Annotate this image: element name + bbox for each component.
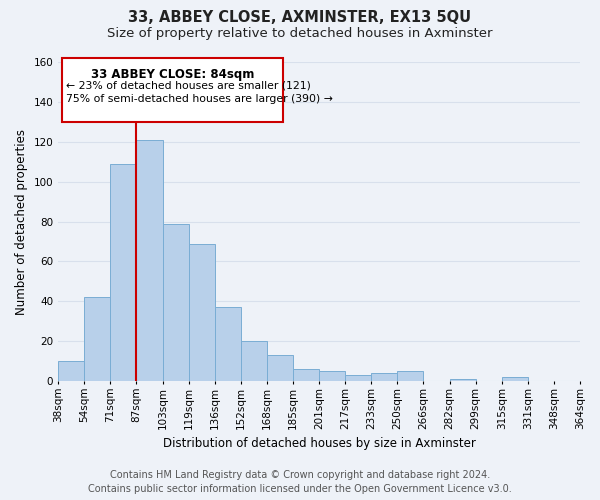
X-axis label: Distribution of detached houses by size in Axminster: Distribution of detached houses by size … [163, 437, 476, 450]
Bar [62, 58, 283, 122]
Bar [319, 371, 345, 381]
Text: Contains HM Land Registry data © Crown copyright and database right 2024.
Contai: Contains HM Land Registry data © Crown c… [88, 470, 512, 494]
Bar [110, 164, 136, 381]
Bar [215, 308, 241, 381]
Text: Size of property relative to detached houses in Axminster: Size of property relative to detached ho… [107, 28, 493, 40]
Bar [163, 224, 188, 381]
Bar [345, 375, 371, 381]
Bar [241, 341, 267, 381]
Bar [293, 369, 319, 381]
Text: 33, ABBEY CLOSE, AXMINSTER, EX13 5QU: 33, ABBEY CLOSE, AXMINSTER, EX13 5QU [128, 10, 472, 25]
Bar [58, 361, 84, 381]
Text: 33 ABBEY CLOSE: 84sqm: 33 ABBEY CLOSE: 84sqm [91, 68, 254, 82]
Bar [371, 373, 397, 381]
Bar [449, 379, 476, 381]
Y-axis label: Number of detached properties: Number of detached properties [15, 128, 28, 314]
Bar [397, 371, 424, 381]
Bar [188, 244, 215, 381]
Text: 75% of semi-detached houses are larger (390) →: 75% of semi-detached houses are larger (… [66, 94, 333, 104]
Text: ← 23% of detached houses are smaller (121): ← 23% of detached houses are smaller (12… [66, 80, 311, 90]
Bar [502, 377, 528, 381]
Bar [267, 355, 293, 381]
Bar [84, 298, 110, 381]
Bar [136, 140, 163, 381]
